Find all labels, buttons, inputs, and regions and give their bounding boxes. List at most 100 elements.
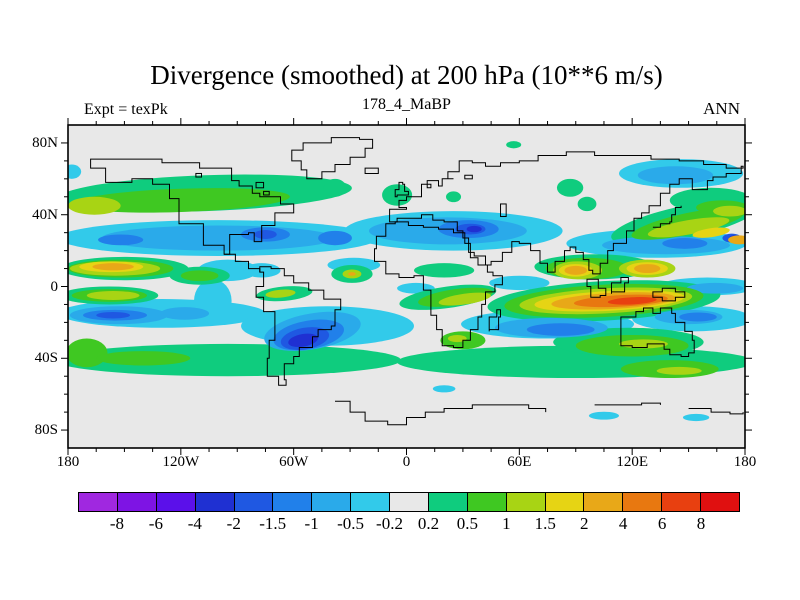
colorbar-tick-label: -0.5 (337, 514, 365, 533)
contour-blob (414, 263, 475, 278)
contour-blob (489, 275, 550, 291)
coastline-path (488, 309, 501, 332)
colorbar-cell (390, 493, 429, 511)
contour-blob (318, 230, 352, 246)
coastline-path (389, 151, 744, 275)
coastline-path (586, 278, 607, 298)
colorbar-tick-label: 8 (696, 514, 706, 533)
colorbar-tick-label: -1 (304, 514, 319, 533)
contour-blob (68, 164, 82, 179)
contour-blob (432, 385, 456, 393)
colorbar-cell (662, 493, 701, 511)
contour-blob (68, 196, 121, 215)
y-tick-label: 40N (32, 206, 58, 223)
y-tick-label: 80S (34, 422, 58, 439)
x-tick-label: 120W (162, 454, 200, 470)
contour-blob (254, 229, 277, 239)
contour-blob (577, 196, 597, 212)
contour-blob (728, 235, 745, 245)
colorbar (78, 492, 740, 512)
colorbar-tick-label: -8 (109, 514, 125, 533)
colorbar-cell (623, 493, 663, 511)
y-tick-label: 40S (34, 350, 58, 367)
contour-blob (96, 351, 191, 366)
contour-blob (588, 411, 620, 420)
colorbar-cell (584, 493, 624, 511)
colorbar-tick-label: -4 (187, 514, 202, 533)
colorbar-tick-label: -1.5 (259, 514, 287, 533)
contour-blob (526, 323, 595, 336)
coastlines (90, 137, 744, 426)
colorbar-cell (351, 493, 390, 511)
axis-ticks (61, 118, 752, 455)
colorbar-cell (701, 493, 739, 511)
coastline-path (90, 158, 295, 255)
y-tick-label: 0 (50, 278, 59, 295)
colorbar-tick-label: 4 (618, 514, 628, 533)
contour-blob (86, 290, 140, 300)
lake-outline (263, 190, 270, 196)
colorbar-cell (467, 493, 507, 511)
colorbar-cell (506, 493, 546, 511)
contour-blob (647, 217, 730, 238)
contour-blob (679, 312, 717, 322)
lake-outline (464, 174, 473, 180)
experiment-label: Expt = texPk (84, 101, 168, 118)
season-label: ANN (703, 99, 740, 118)
x-tick-label: 60E (507, 454, 532, 470)
contour-blob (348, 272, 356, 276)
colorbar-cell (156, 493, 196, 511)
run-id-label: 178_4_MaBP (362, 96, 451, 113)
contour-blob (71, 188, 290, 213)
colorbar-tick-label: 0.2 (417, 514, 440, 533)
contour-blob (288, 333, 318, 348)
lake-outline (255, 181, 265, 189)
coastline-path (394, 181, 409, 198)
contour-blob (160, 307, 210, 320)
contour-blob (634, 264, 661, 274)
coastline-path (224, 253, 261, 273)
contour-blob (556, 178, 584, 197)
contour-blob (98, 234, 144, 246)
contour-blob (445, 191, 462, 203)
lake-outline (500, 203, 507, 218)
coastline-path (652, 205, 682, 228)
contour-blob (92, 263, 134, 271)
colorbar-cell (273, 493, 313, 511)
coastline-path (374, 221, 503, 348)
contour-field (68, 125, 745, 448)
contour-blob (68, 338, 108, 368)
colorbar-tick-label: -2 (226, 514, 241, 533)
x-tick-label: 60W (279, 454, 309, 470)
coastline-path (620, 307, 695, 357)
contour-blob (686, 282, 744, 294)
colorbar-tick-label: 1 (502, 514, 511, 533)
colorbar-cell (428, 493, 468, 511)
contour-map (61, 118, 752, 455)
colorbar-tick-label: 2 (579, 514, 589, 533)
colorbar-cell (117, 493, 157, 511)
colorbar-cell (545, 493, 585, 511)
coastline-path (594, 402, 661, 406)
contour-blob (466, 225, 482, 233)
colorbar-cell (195, 493, 235, 511)
contour-blob (323, 178, 347, 197)
x-tick-label: 120E (616, 454, 648, 470)
contour-blob (438, 292, 491, 306)
contour-blob (662, 238, 708, 249)
contour-blob (713, 205, 745, 217)
coastline-path (335, 400, 547, 426)
colorbar-tick-label: 6 (657, 514, 667, 533)
page-title: Divergence (smoothed) at 200 hPa (10**6 … (150, 60, 663, 90)
lake-outline (195, 172, 203, 178)
contour-blob (265, 289, 296, 298)
colorbar-tick-label: -6 (148, 514, 163, 533)
contour-blob (682, 413, 710, 422)
colorbar-cell (234, 493, 274, 511)
colorbar-tick-label: 1.5 (534, 514, 556, 533)
contour-blob (180, 270, 219, 282)
map-canvas (61, 118, 752, 455)
colorbar-tick-label: -0.2 (376, 514, 403, 533)
contour-blob (564, 265, 588, 275)
